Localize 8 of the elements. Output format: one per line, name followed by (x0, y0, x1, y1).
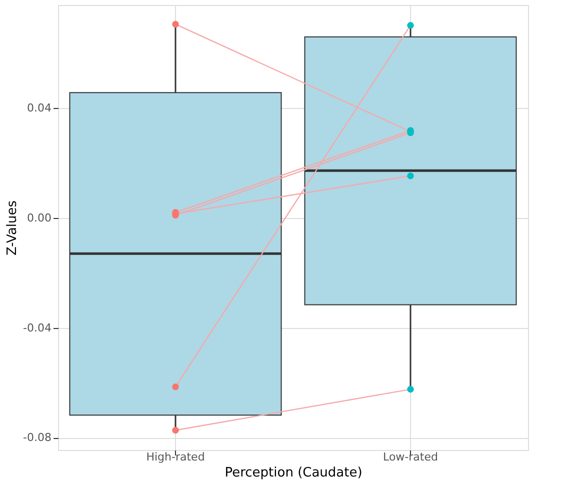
y-tick-label: 0.04 (27, 102, 52, 115)
x-tick-label: High-rated (146, 450, 205, 464)
y-axis-title: Z-Values (5, 200, 20, 256)
x-axis-title: Perception (Caudate) (224, 466, 362, 480)
y-tick-label: -0.08 (23, 431, 52, 444)
y-tick-label: 0.00 (27, 211, 52, 224)
y-tick-label: -0.04 (23, 321, 52, 334)
x-tick-label: Low-rated (383, 450, 438, 464)
